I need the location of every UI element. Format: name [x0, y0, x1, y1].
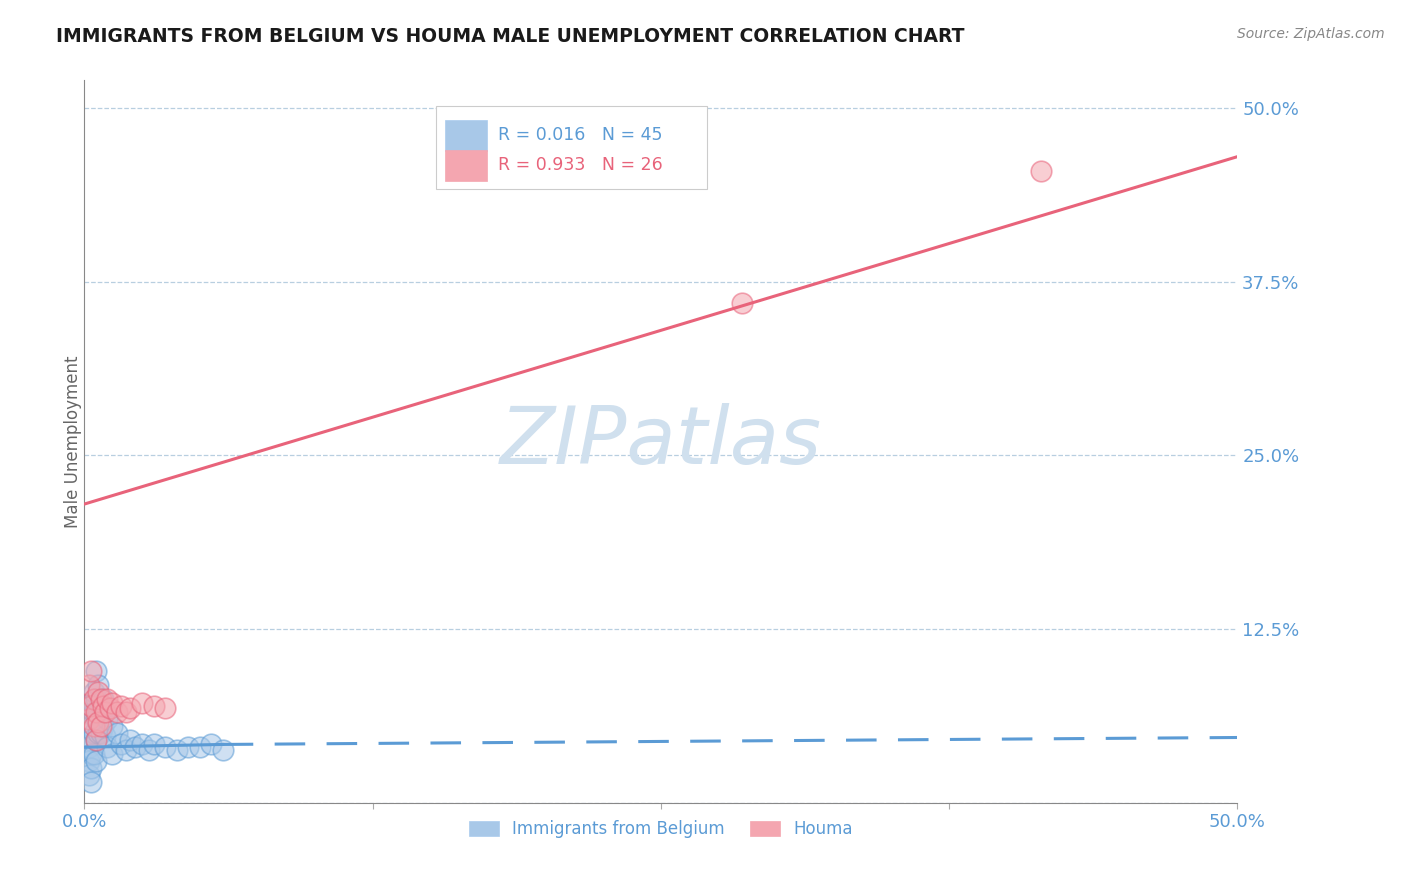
Point: [166, 743, 188, 757]
Point: [200, 738, 222, 752]
Point: [138, 743, 160, 757]
Point: [80, 775, 103, 789]
Text: R = 0.016   N = 45: R = 0.016 N = 45: [498, 127, 662, 145]
Point: [84, 706, 107, 720]
Point: [101, 696, 124, 710]
Point: [96, 740, 118, 755]
Point: [89, 698, 111, 713]
Point: [211, 743, 233, 757]
Point: [96, 691, 118, 706]
Point: [89, 691, 111, 706]
FancyBboxPatch shape: [446, 150, 486, 180]
FancyBboxPatch shape: [446, 120, 486, 151]
Point: [87, 678, 110, 692]
Point: [83, 719, 105, 733]
Point: [131, 738, 153, 752]
Point: [115, 706, 138, 720]
Point: [77, 754, 100, 768]
Point: [80, 733, 103, 747]
Point: [84, 664, 107, 678]
Point: [84, 754, 107, 768]
Point: [80, 698, 103, 713]
Point: [89, 719, 111, 733]
Point: [83, 684, 105, 698]
Point: [77, 678, 100, 692]
Point: [89, 726, 111, 740]
Point: [101, 747, 124, 761]
FancyBboxPatch shape: [436, 105, 707, 189]
Point: [142, 738, 165, 752]
Point: [1031, 163, 1053, 178]
Text: Source: ZipAtlas.com: Source: ZipAtlas.com: [1237, 27, 1385, 41]
Point: [91, 691, 114, 706]
Point: [131, 696, 153, 710]
Point: [77, 768, 100, 782]
Point: [83, 747, 105, 761]
Point: [77, 713, 100, 727]
Point: [83, 726, 105, 740]
Point: [177, 740, 200, 755]
Point: [120, 733, 142, 747]
Legend: Immigrants from Belgium, Houma: Immigrants from Belgium, Houma: [463, 814, 859, 845]
Point: [80, 664, 103, 678]
Point: [94, 706, 117, 720]
Point: [84, 713, 107, 727]
Point: [91, 719, 114, 733]
Text: ZIPatlas: ZIPatlas: [499, 402, 823, 481]
Point: [80, 719, 103, 733]
Point: [84, 733, 107, 747]
Point: [110, 698, 132, 713]
Point: [110, 738, 132, 752]
Point: [91, 698, 114, 713]
Point: [105, 706, 128, 720]
Y-axis label: Male Unemployment: Male Unemployment: [65, 355, 82, 528]
Point: [120, 701, 142, 715]
Point: [153, 701, 176, 715]
Point: [83, 691, 105, 706]
Point: [98, 701, 121, 715]
Point: [153, 740, 176, 755]
Point: [142, 698, 165, 713]
Point: [94, 729, 117, 743]
Text: IMMIGRANTS FROM BELGIUM VS HOUMA MALE UNEMPLOYMENT CORRELATION CHART: IMMIGRANTS FROM BELGIUM VS HOUMA MALE UN…: [56, 27, 965, 45]
Point: [80, 698, 103, 713]
Point: [87, 684, 110, 698]
Point: [87, 726, 110, 740]
Point: [101, 719, 124, 733]
Point: [730, 295, 752, 310]
Point: [94, 706, 117, 720]
Point: [87, 715, 110, 730]
Point: [188, 740, 211, 755]
Point: [84, 691, 107, 706]
Point: [77, 740, 100, 755]
Point: [124, 740, 146, 755]
Point: [115, 743, 138, 757]
Point: [96, 713, 118, 727]
Point: [83, 706, 105, 720]
Point: [80, 747, 103, 761]
Point: [80, 761, 103, 775]
Text: R = 0.933   N = 26: R = 0.933 N = 26: [498, 156, 664, 175]
Point: [105, 726, 128, 740]
Point: [84, 733, 107, 747]
Point: [87, 706, 110, 720]
